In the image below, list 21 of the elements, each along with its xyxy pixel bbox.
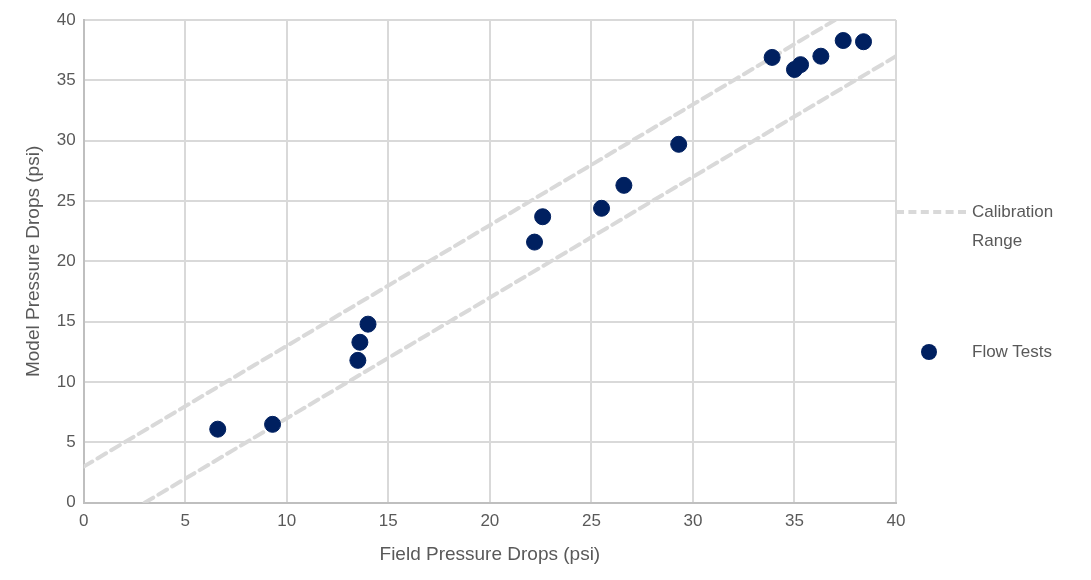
x-tick-label: 20 xyxy=(480,510,500,530)
y-tick-label: 25 xyxy=(56,190,76,210)
x-tick-label: 25 xyxy=(581,510,601,530)
x-tick-label: 30 xyxy=(683,510,703,530)
y-tick-label: 10 xyxy=(56,371,76,391)
legend-label: Flow Tests xyxy=(972,341,1053,363)
y-axis-title: Model Pressure Drops (psi) xyxy=(21,145,43,378)
y-tick-label: 0 xyxy=(66,492,76,512)
y-tick-label: 30 xyxy=(56,130,76,150)
legend-label: Calibration Range xyxy=(972,201,1055,252)
y-tick-label: 40 xyxy=(56,9,76,29)
x-tick-label: 40 xyxy=(886,510,906,530)
y-tick-label: 5 xyxy=(66,432,76,452)
x-axis-title: Field Pressure Drops (psi) xyxy=(379,542,601,564)
y-tick-label: 35 xyxy=(56,70,76,90)
x-tick-label: 10 xyxy=(277,510,297,530)
y-tick-label: 20 xyxy=(56,251,76,271)
x-tick-label: 5 xyxy=(180,510,190,530)
y-tick-label: 15 xyxy=(56,311,76,331)
x-tick-label: 15 xyxy=(378,510,398,530)
x-tick-label: 35 xyxy=(785,510,804,530)
